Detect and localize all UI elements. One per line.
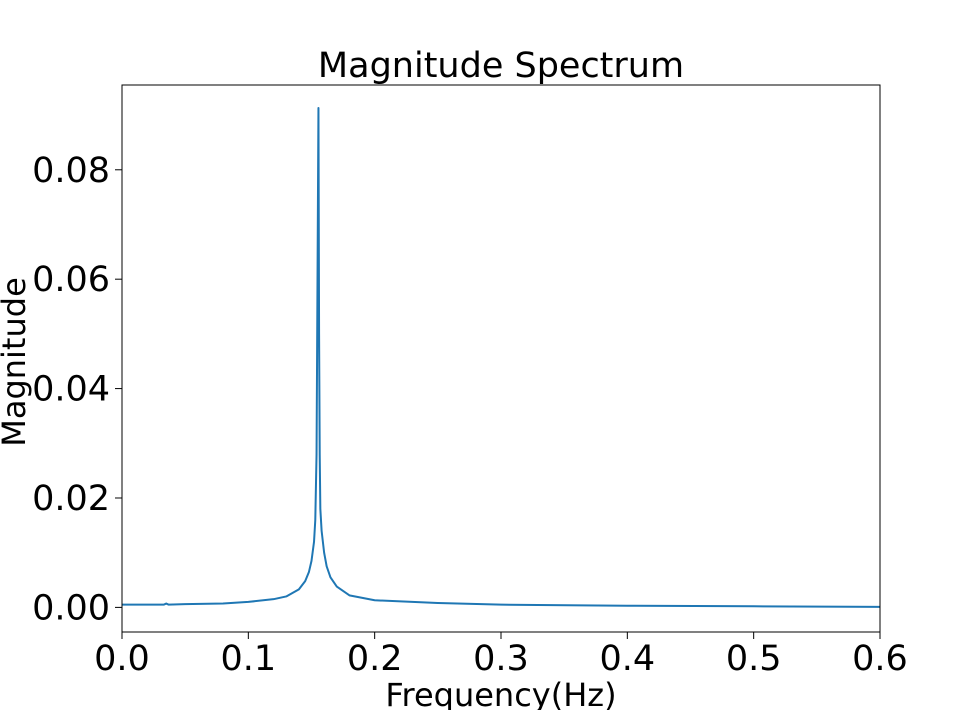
chart-title: Magnitude Spectrum [318, 46, 684, 86]
y-tick-label: 0.08 [32, 151, 110, 191]
y-tick-label: 0.00 [32, 588, 110, 628]
y-tick-label: 0.06 [32, 260, 110, 300]
plot-area [122, 106, 881, 608]
y-tick-label: 0.02 [32, 479, 110, 519]
x-tick-label: 0.2 [347, 639, 403, 679]
x-tick-label: 0.6 [852, 639, 908, 679]
y-tick-label: 0.04 [32, 370, 110, 410]
x-tick-label: 0.3 [473, 639, 529, 679]
axes: 0.0 0.1 0.2 0.3 0.4 0.5 0.6 0.00 0.02 0.04 0.06 0.0… [32, 84, 908, 679]
spectrum-line [122, 106, 881, 608]
x-tick-label: 0.5 [726, 639, 782, 679]
x-tick-label: 0.1 [220, 639, 276, 679]
y-axis-label: Magnitude [0, 277, 33, 447]
x-tick-label: 0.0 [94, 639, 150, 679]
x-tick-label: 0.4 [599, 639, 655, 679]
x-axis-label: Frequency(Hz) [385, 676, 616, 710]
